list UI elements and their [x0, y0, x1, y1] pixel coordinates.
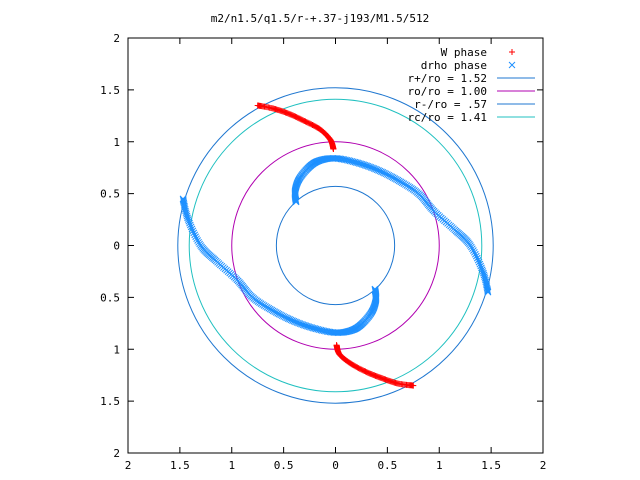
- legend-label: W phase: [441, 46, 487, 59]
- circle-series: [275, 185, 396, 306]
- circle-series: [188, 98, 483, 393]
- drho-phase-point: [471, 250, 479, 258]
- circle-series: [231, 141, 440, 350]
- circle-series: [177, 87, 494, 404]
- legend-label: drho phase: [421, 59, 487, 72]
- drho-phase-point: [184, 216, 192, 223]
- x-tick-label: 0.5: [274, 459, 294, 472]
- w-phase-point: [330, 146, 337, 153]
- drho-phase-point: [371, 285, 379, 293]
- w-phase-point: [333, 342, 340, 349]
- drho-phase-point: [193, 235, 200, 243]
- legend-marker-sample: [508, 61, 516, 69]
- y-tick-label: 0: [113, 240, 120, 253]
- drho-phase-point: [479, 268, 487, 275]
- legend-marker-sample: [509, 49, 515, 55]
- drho-phase-point: [189, 227, 197, 235]
- legend-label: ro/ro = 1.00: [408, 85, 487, 98]
- legend-label: r-/ro = .57: [414, 98, 487, 111]
- drho-phase-point: [188, 225, 196, 233]
- drho-phase-point: [476, 260, 484, 268]
- y-tick-label: 0.5: [100, 291, 120, 304]
- x-tick-label: 1.5: [170, 459, 190, 472]
- x-tick-label: 0: [332, 459, 339, 472]
- drho-phase-point: [186, 221, 194, 229]
- y-tick-label: 1.5: [100, 395, 120, 408]
- legend-label: r+/ro = 1.52: [408, 72, 487, 85]
- y-tick-label: 2: [113, 32, 120, 45]
- x-tick-label: 2: [125, 459, 132, 472]
- drho-phase-point: [194, 237, 201, 244]
- x-tick-label: 1: [228, 459, 235, 472]
- y-tick-label: 1.5: [100, 84, 120, 97]
- chart-title: m2/n1.5/q1.5/r-+.37-j193/M1.5/512: [211, 12, 430, 25]
- x-tick-label: 1.5: [481, 459, 501, 472]
- drho-phase-point: [191, 231, 199, 239]
- drho-phase-point: [292, 198, 300, 206]
- y-tick-label: 0.5: [100, 188, 120, 201]
- x-tick-label: 0.5: [377, 459, 397, 472]
- drho-phase-point: [472, 252, 480, 260]
- points-layer: [179, 102, 492, 389]
- drho-phase-point: [478, 264, 485, 272]
- drho-phase-point: [187, 223, 195, 231]
- y-tick-label: 2: [113, 447, 120, 460]
- drho-phase-point: [471, 248, 478, 256]
- drho-phase-point: [475, 258, 483, 266]
- x-tick-label: 2: [540, 459, 547, 472]
- drho-phase-point: [192, 233, 200, 241]
- y-tick-label: 1: [113, 343, 120, 356]
- y-tick-label: 1: [113, 136, 120, 149]
- drho-phase-point: [186, 219, 193, 227]
- legend-label: rc/ro = 1.41: [408, 111, 487, 124]
- drho-phase-point: [478, 266, 486, 274]
- axis-ticks: 2 1.5 1 0.5 0 0.5 1 1.5 221.510.500.511.52: [100, 32, 546, 472]
- x-tick-label: 1: [436, 459, 443, 472]
- drho-phase-point: [470, 247, 477, 254]
- drho-phase-point: [474, 256, 482, 264]
- circle-layer: [177, 87, 494, 404]
- drho-phase-point: [473, 254, 481, 262]
- drho-phase-point: [477, 262, 485, 270]
- drho-phase-point: [190, 229, 198, 237]
- drho-phase-point: [185, 217, 193, 225]
